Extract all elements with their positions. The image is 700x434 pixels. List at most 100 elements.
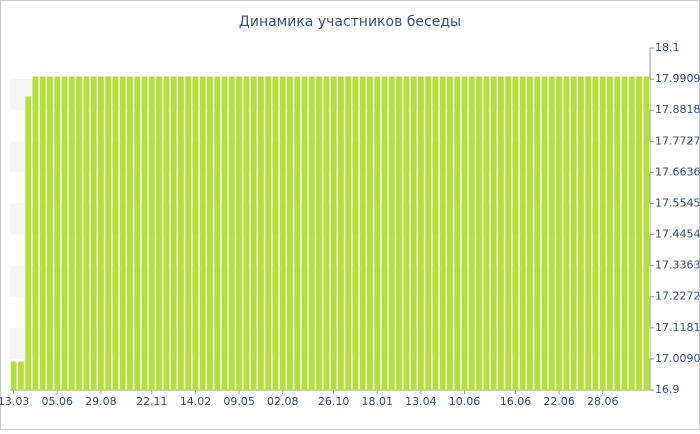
bar [570,76,577,390]
bar [592,76,599,390]
bar [163,76,170,390]
bar [396,76,402,390]
bar [512,76,519,390]
bar [10,361,17,390]
bar [548,76,555,390]
bar [563,76,570,390]
bar [621,76,628,390]
bar [498,76,504,390]
bar [68,76,75,390]
bar [381,76,388,390]
x-tick-label: 28.06 [587,395,619,408]
bar [61,76,68,390]
bar [214,76,221,390]
bar [374,76,381,390]
bar [541,76,548,390]
y-tick-label: 17.6636 [655,165,700,178]
bar [432,76,439,390]
bar [221,76,228,390]
bar [112,76,119,390]
bar [636,76,642,390]
bar [192,76,199,390]
bar [359,76,366,390]
bar [316,76,322,390]
bar [527,76,533,390]
y-tick-label: 17.9909 [655,72,700,85]
bar [614,76,621,390]
bar [439,76,446,390]
bar [330,76,337,390]
bar [345,76,352,390]
bar [236,76,242,390]
bar [628,76,635,390]
bar [105,76,112,390]
bar [156,76,162,390]
bar [134,76,141,390]
bar [141,76,148,390]
bar [228,76,235,390]
bar [352,76,359,390]
bar [599,76,606,390]
x-tick-label: 13.04 [405,395,437,408]
bar [47,76,53,390]
bar [585,76,592,390]
bar [505,76,512,390]
bar [490,76,497,390]
bar [148,76,155,390]
bar [279,76,286,390]
bar [425,76,432,390]
bar [338,76,344,390]
y-tick-label: 17.7727 [655,134,700,147]
x-tick-label: 26.10 [318,395,350,408]
bar [287,76,293,390]
bar [199,76,206,390]
bar [39,76,46,390]
bar [294,76,301,390]
bar [243,76,250,390]
bar [98,76,104,390]
bar [454,76,461,390]
x-tick-label: 22.06 [543,395,575,408]
bar [578,76,584,390]
bar [207,76,213,390]
bar [483,76,490,390]
bar [185,76,192,390]
bar [178,76,184,390]
bar [367,76,373,390]
bar [447,76,453,390]
bar [54,76,61,390]
bar [83,76,90,390]
bar [418,76,424,390]
bar [534,76,541,390]
y-tick-label: 17.5545 [655,196,700,209]
x-tick-label: 18.01 [362,395,394,408]
y-tick-label: 18.1 [655,41,680,54]
bar [76,76,82,390]
y-tick-label: 17.8818 [655,103,700,116]
x-tick-label: 02.08 [267,395,299,408]
x-tick-label: 29.08 [85,395,117,408]
bar [468,76,475,390]
y-tick-label: 17.0090 [655,352,700,365]
y-tick-label: 16.9 [655,383,680,396]
bar [410,76,417,390]
bar [127,76,133,390]
bar [18,361,24,390]
bar [90,76,97,390]
bar [388,76,395,390]
x-tick-label: 16.06 [500,395,532,408]
bar [308,76,315,390]
x-tick-label: 14.02 [180,395,212,408]
x-tick-label: 13.03 [0,395,29,408]
bar [323,76,330,390]
x-tick-label: 10.06 [449,395,481,408]
chart-title: Динамика участников беседы [239,14,461,30]
x-tick-label: 22.11 [136,395,168,408]
bar [25,96,32,390]
x-tick-label: 09.05 [223,395,255,408]
bar [250,76,257,390]
y-tick-label: 17.2272 [655,290,700,303]
bar [643,76,650,390]
y-tick-label: 17.4454 [655,228,700,241]
